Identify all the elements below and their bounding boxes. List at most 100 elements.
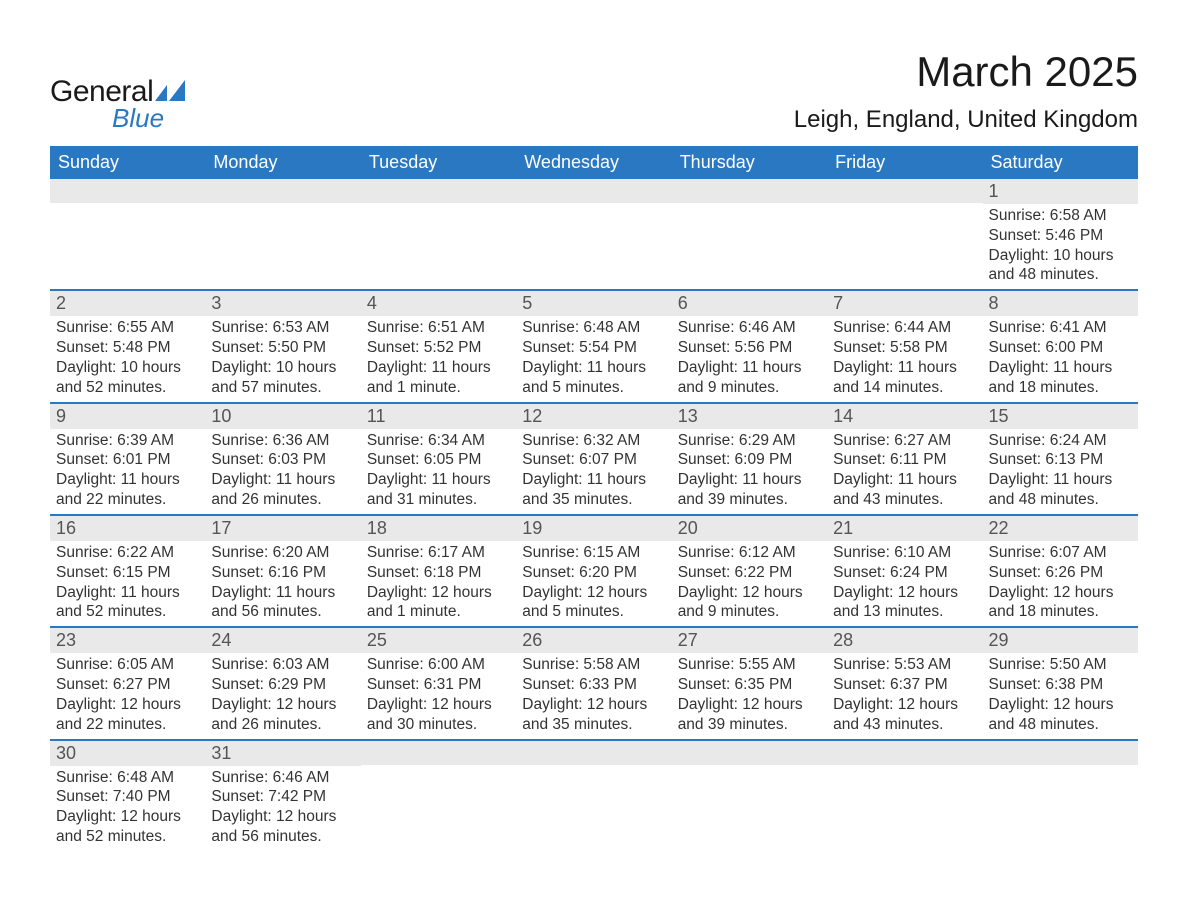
daylight-text: Daylight: 12 hours and 35 minutes. [522,695,665,735]
calendar-cell: 28Sunrise: 5:53 AMSunset: 6:37 PMDayligh… [827,628,982,738]
sunset-text: Sunset: 6:07 PM [522,450,665,470]
daylight-text: Daylight: 10 hours and 52 minutes. [56,358,199,398]
daylight-text: Daylight: 11 hours and 35 minutes. [522,470,665,510]
daylight-text: Daylight: 12 hours and 1 minute. [367,583,510,623]
day-details [516,765,671,843]
day-number: 19 [516,516,671,541]
daylight-text: Daylight: 12 hours and 5 minutes. [522,583,665,623]
daylight-text: Daylight: 12 hours and 43 minutes. [833,695,976,735]
day-details [516,203,671,281]
day-details: Sunrise: 6:17 AMSunset: 6:18 PMDaylight:… [361,541,516,626]
day-details: Sunrise: 5:50 AMSunset: 6:38 PMDaylight:… [983,653,1138,738]
calendar-cell: 11Sunrise: 6:34 AMSunset: 6:05 PMDayligh… [361,404,516,514]
day-details: Sunrise: 6:27 AMSunset: 6:11 PMDaylight:… [827,429,982,514]
day-number: 18 [361,516,516,541]
daylight-text: Daylight: 12 hours and 9 minutes. [678,583,821,623]
daylight-text: Daylight: 12 hours and 18 minutes. [989,583,1132,623]
day-number [672,179,827,203]
daylight-text: Daylight: 11 hours and 5 minutes. [522,358,665,398]
daylight-text: Daylight: 11 hours and 22 minutes. [56,470,199,510]
calendar-week: 23Sunrise: 6:05 AMSunset: 6:27 PMDayligh… [50,626,1138,738]
sunrise-text: Sunrise: 5:58 AM [522,655,665,675]
day-number: 4 [361,291,516,316]
day-details [50,203,205,281]
sunset-text: Sunset: 6:09 PM [678,450,821,470]
calendar-cell [983,741,1138,851]
daylight-text: Daylight: 10 hours and 48 minutes. [989,246,1132,286]
daylight-text: Daylight: 12 hours and 48 minutes. [989,695,1132,735]
calendar-cell: 13Sunrise: 6:29 AMSunset: 6:09 PMDayligh… [672,404,827,514]
daylight-text: Daylight: 11 hours and 56 minutes. [211,583,354,623]
sunset-text: Sunset: 6:11 PM [833,450,976,470]
sunset-text: Sunset: 6:01 PM [56,450,199,470]
sunset-text: Sunset: 6:31 PM [367,675,510,695]
day-number: 29 [983,628,1138,653]
day-number: 5 [516,291,671,316]
sunrise-text: Sunrise: 6:07 AM [989,543,1132,563]
weekday-header: Saturday [983,146,1138,179]
calendar-week: 16Sunrise: 6:22 AMSunset: 6:15 PMDayligh… [50,514,1138,626]
day-number: 17 [205,516,360,541]
day-number: 9 [50,404,205,429]
day-details: Sunrise: 6:05 AMSunset: 6:27 PMDaylight:… [50,653,205,738]
calendar: Sunday Monday Tuesday Wednesday Thursday… [50,146,1138,851]
location-subtitle: Leigh, England, United Kingdom [794,106,1138,134]
sunset-text: Sunset: 7:40 PM [56,787,199,807]
sunset-text: Sunset: 6:29 PM [211,675,354,695]
day-details: Sunrise: 6:34 AMSunset: 6:05 PMDaylight:… [361,429,516,514]
sunset-text: Sunset: 5:56 PM [678,338,821,358]
weekday-header: Wednesday [516,146,671,179]
daylight-text: Daylight: 11 hours and 31 minutes. [367,470,510,510]
sunset-text: Sunset: 6:27 PM [56,675,199,695]
day-number: 14 [827,404,982,429]
daylight-text: Daylight: 12 hours and 22 minutes. [56,695,199,735]
calendar-cell: 24Sunrise: 6:03 AMSunset: 6:29 PMDayligh… [205,628,360,738]
day-details [205,203,360,281]
day-details: Sunrise: 6:29 AMSunset: 6:09 PMDaylight:… [672,429,827,514]
day-details: Sunrise: 6:15 AMSunset: 6:20 PMDaylight:… [516,541,671,626]
day-number: 31 [205,741,360,766]
sunrise-text: Sunrise: 6:46 AM [678,318,821,338]
day-number: 6 [672,291,827,316]
day-details: Sunrise: 6:39 AMSunset: 6:01 PMDaylight:… [50,429,205,514]
day-details: Sunrise: 6:55 AMSunset: 5:48 PMDaylight:… [50,316,205,401]
daylight-text: Daylight: 12 hours and 13 minutes. [833,583,976,623]
sunset-text: Sunset: 6:00 PM [989,338,1132,358]
daylight-text: Daylight: 11 hours and 1 minute. [367,358,510,398]
calendar-cell: 22Sunrise: 6:07 AMSunset: 6:26 PMDayligh… [983,516,1138,626]
daylight-text: Daylight: 12 hours and 30 minutes. [367,695,510,735]
sunrise-text: Sunrise: 6:34 AM [367,431,510,451]
sunset-text: Sunset: 6:16 PM [211,563,354,583]
day-number: 24 [205,628,360,653]
calendar-cell [205,179,360,289]
calendar-cell: 2Sunrise: 6:55 AMSunset: 5:48 PMDaylight… [50,291,205,401]
calendar-cell [672,741,827,851]
logo: General Blue [50,75,189,134]
sunset-text: Sunset: 6:13 PM [989,450,1132,470]
day-details: Sunrise: 6:48 AMSunset: 7:40 PMDaylight:… [50,766,205,851]
sunrise-text: Sunrise: 6:10 AM [833,543,976,563]
calendar-cell: 15Sunrise: 6:24 AMSunset: 6:13 PMDayligh… [983,404,1138,514]
calendar-cell: 29Sunrise: 5:50 AMSunset: 6:38 PMDayligh… [983,628,1138,738]
day-details: Sunrise: 5:58 AMSunset: 6:33 PMDaylight:… [516,653,671,738]
sunrise-text: Sunrise: 6:05 AM [56,655,199,675]
calendar-cell [361,179,516,289]
sunrise-text: Sunrise: 6:17 AM [367,543,510,563]
day-number: 1 [983,179,1138,204]
sunset-text: Sunset: 5:52 PM [367,338,510,358]
day-number: 3 [205,291,360,316]
day-number: 12 [516,404,671,429]
calendar-cell: 5Sunrise: 6:48 AMSunset: 5:54 PMDaylight… [516,291,671,401]
day-number: 20 [672,516,827,541]
day-number: 27 [672,628,827,653]
day-details: Sunrise: 6:46 AMSunset: 5:56 PMDaylight:… [672,316,827,401]
day-details: Sunrise: 6:22 AMSunset: 6:15 PMDaylight:… [50,541,205,626]
sunrise-text: Sunrise: 6:48 AM [522,318,665,338]
sunrise-text: Sunrise: 6:51 AM [367,318,510,338]
calendar-cell: 17Sunrise: 6:20 AMSunset: 6:16 PMDayligh… [205,516,360,626]
sunrise-text: Sunrise: 6:55 AM [56,318,199,338]
calendar-week: 30Sunrise: 6:48 AMSunset: 7:40 PMDayligh… [50,739,1138,851]
sunrise-text: Sunrise: 6:46 AM [211,768,354,788]
calendar-cell: 10Sunrise: 6:36 AMSunset: 6:03 PMDayligh… [205,404,360,514]
day-number [672,741,827,765]
